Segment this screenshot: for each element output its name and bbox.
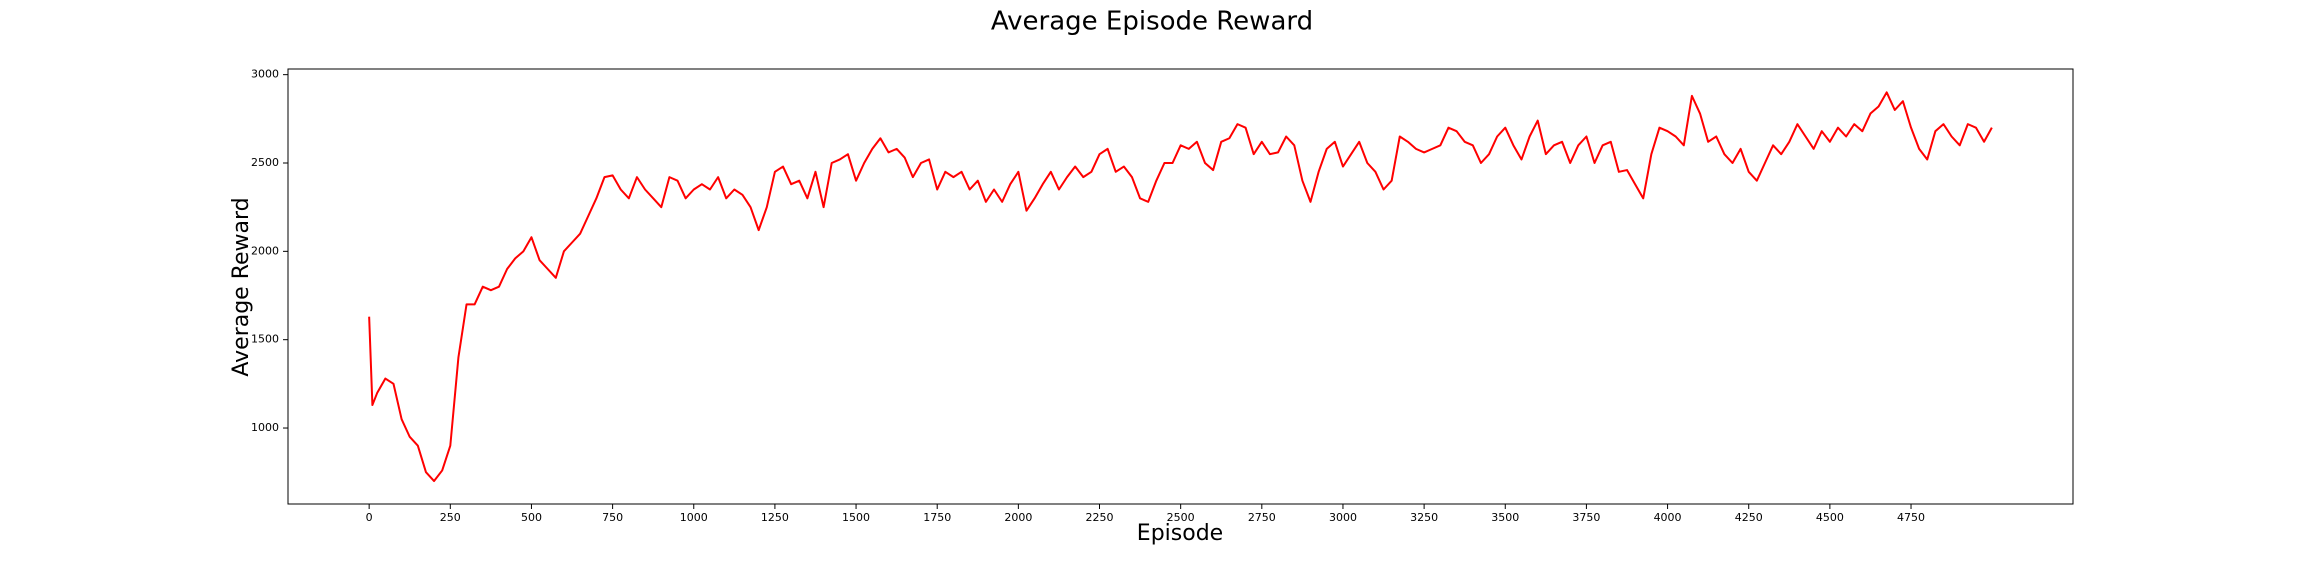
x-tick-label: 4000	[1654, 511, 1682, 524]
x-tick-label: 1500	[842, 511, 870, 524]
x-tick-label: 500	[521, 511, 542, 524]
x-tick-label: 3500	[1491, 511, 1519, 524]
plot-frame	[287, 68, 2074, 505]
x-tick-label: 2500	[1167, 511, 1195, 524]
x-tick-label: 3750	[1572, 511, 1600, 524]
x-tick-label: 2750	[1248, 511, 1276, 524]
x-tick-label: 750	[602, 511, 623, 524]
y-axis-label: Average Reward	[229, 197, 254, 376]
x-tick-label: 2000	[1004, 511, 1032, 524]
x-tick-label: 2250	[1086, 511, 1114, 524]
y-tick-label: 2000	[251, 244, 279, 257]
x-tick-label: 4750	[1897, 511, 1925, 524]
y-tick-label: 3000	[251, 68, 279, 81]
x-tick-label: 250	[440, 511, 461, 524]
data-line	[368, 91, 1993, 483]
x-tick-label: 4500	[1816, 511, 1844, 524]
y-tick-label: 2500	[251, 156, 279, 169]
x-tick-label: 3250	[1410, 511, 1438, 524]
x-tick-label: 0	[366, 511, 373, 524]
x-tick-label: 1250	[761, 511, 789, 524]
chart-title: Average Episode Reward	[991, 7, 1313, 37]
x-axis-label: Episode	[1137, 521, 1223, 546]
x-tick-label: 3000	[1329, 511, 1357, 524]
x-tick-label: 4250	[1735, 511, 1763, 524]
y-tick-label: 1000	[251, 421, 279, 434]
y-tick-label: 1500	[251, 333, 279, 346]
x-tick-label: 1750	[923, 511, 951, 524]
x-tick-label: 1000	[680, 511, 708, 524]
